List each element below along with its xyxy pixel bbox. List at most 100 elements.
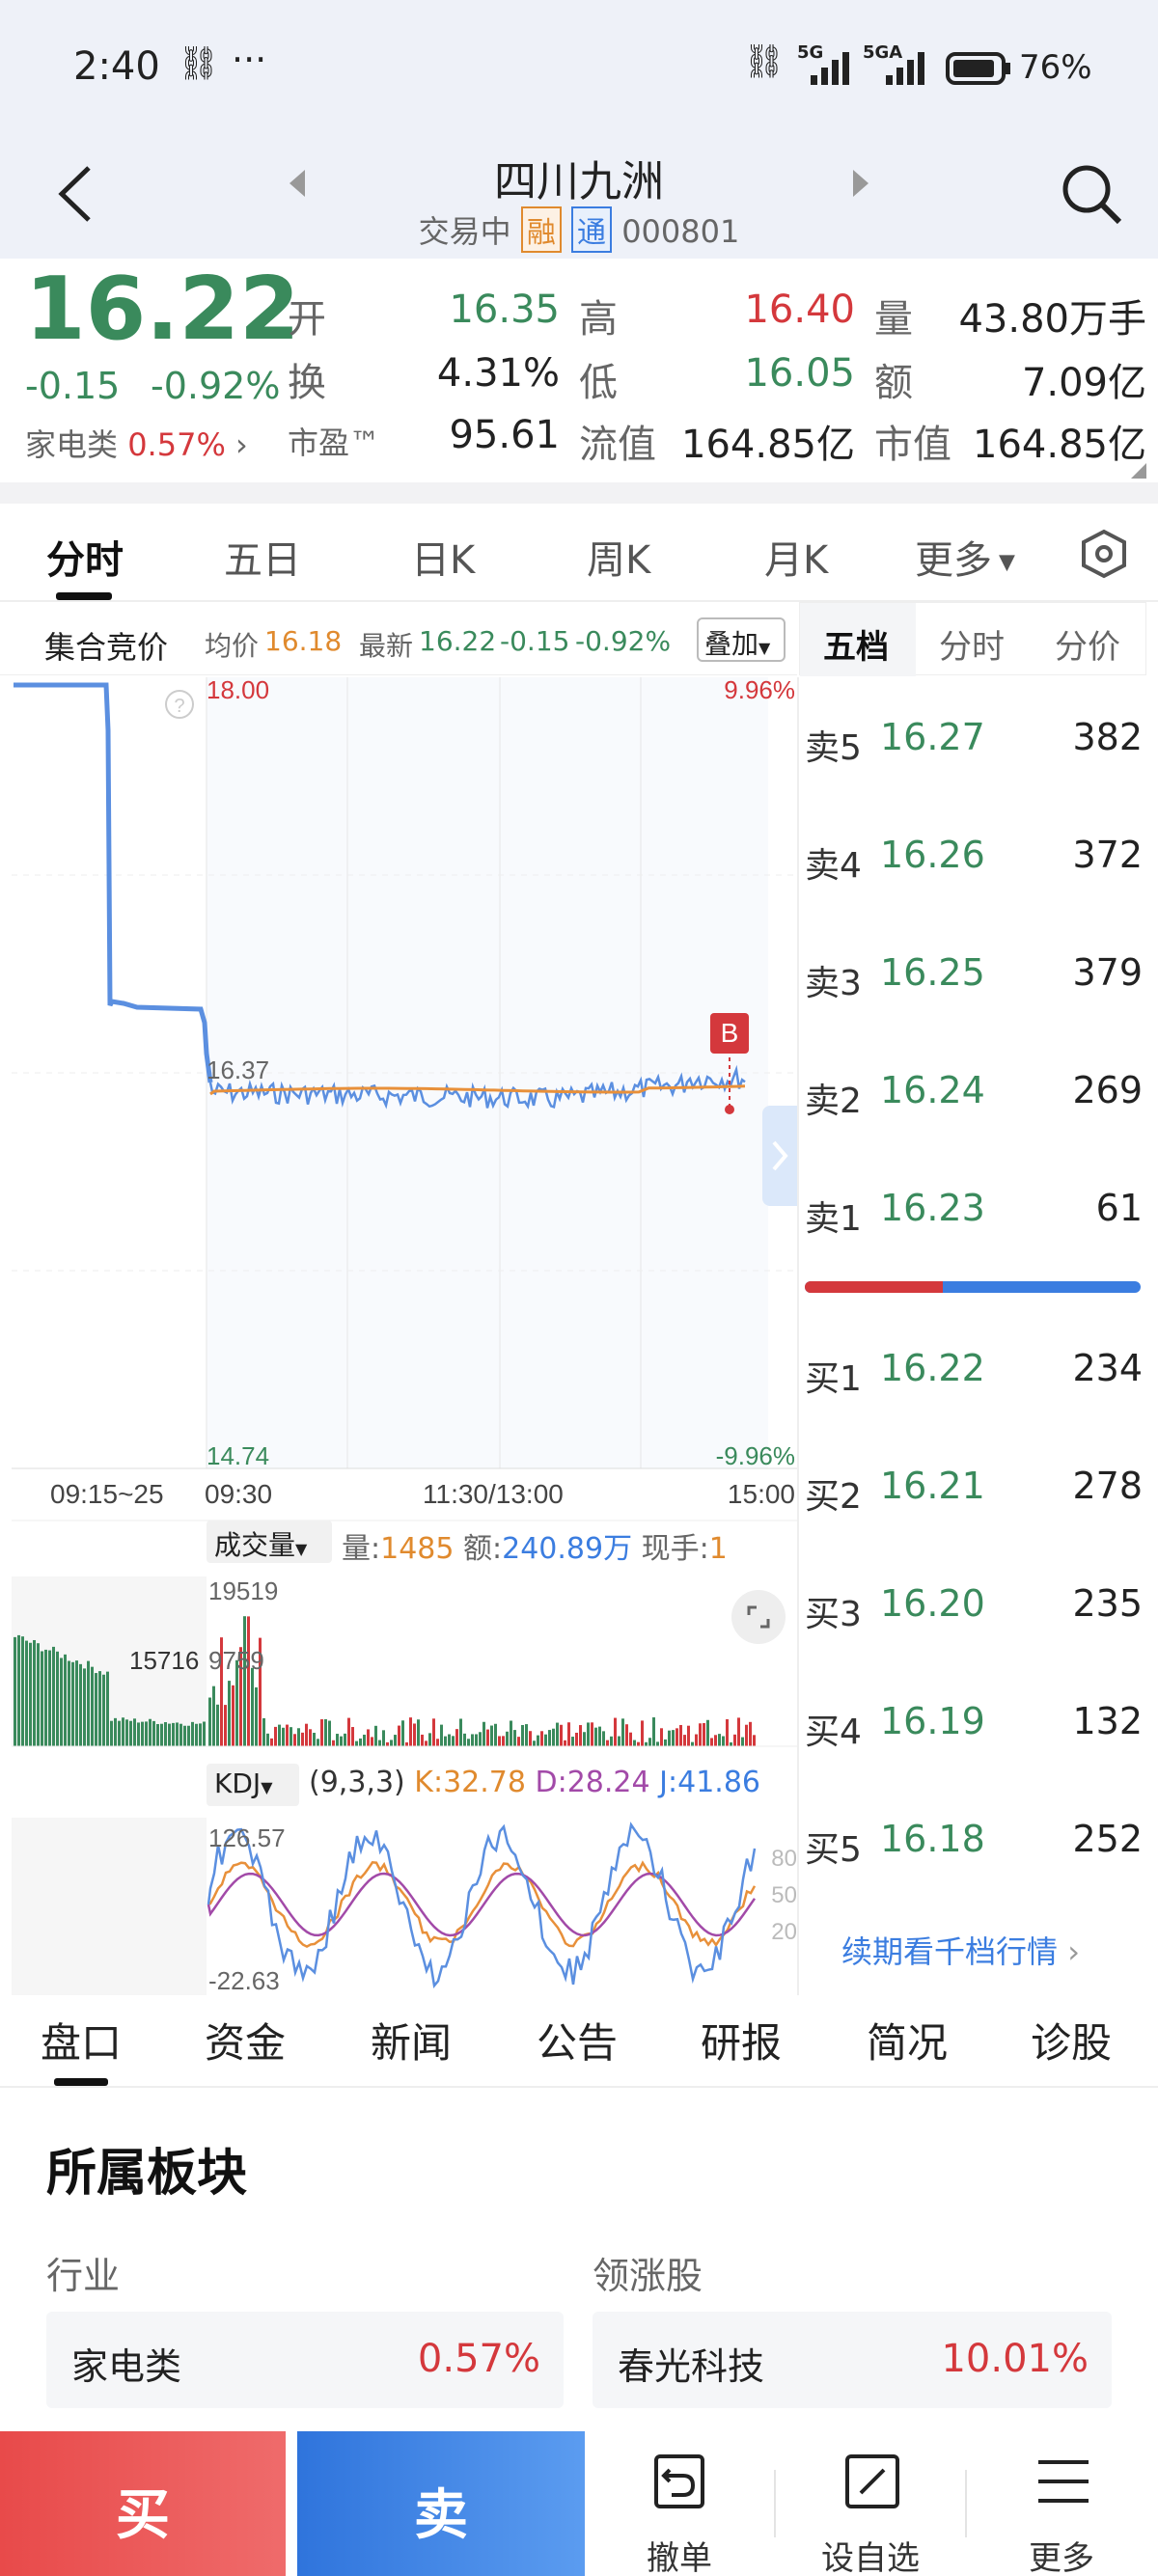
- back-icon[interactable]: [54, 164, 96, 224]
- ask-row-2: 卖2 16.24 269: [805, 1065, 1143, 1123]
- indicator-selector[interactable]: KDJ▼: [207, 1764, 299, 1806]
- sell-button[interactable]: 卖: [297, 2431, 585, 2576]
- bid-price: 16.21: [880, 1465, 985, 1507]
- volume-bar: [656, 1741, 659, 1746]
- cancel-order-button[interactable]: 撤单: [583, 2431, 776, 2576]
- thousand-levels-link[interactable]: 续期看千档行情 ›: [841, 1928, 1080, 1972]
- thousand-levels-label: 续期看千档行情: [841, 1933, 1059, 1970]
- volume-bar: [475, 1734, 478, 1746]
- volume-bar: [521, 1724, 524, 1746]
- avg-price-line: [209, 1084, 746, 1096]
- tab-announcements[interactable]: 公告: [537, 2019, 619, 2067]
- tab-intraday[interactable]: 分时: [46, 538, 124, 583]
- volume-chart: 19519 15716 9759: [12, 1576, 799, 1747]
- buy-button[interactable]: 买: [0, 2431, 286, 2576]
- volume-bar: [648, 1738, 651, 1746]
- volume-bar: [351, 1727, 354, 1746]
- stock-header: 四川九洲 交易中 融 通 000801: [0, 143, 1158, 259]
- volume-bar: [164, 1721, 167, 1746]
- volume-bar: [313, 1733, 316, 1746]
- volume-bar: [274, 1726, 277, 1746]
- volume-bar: [413, 1723, 416, 1746]
- volume-bar: [371, 1737, 373, 1746]
- search-icon[interactable]: [1060, 162, 1125, 228]
- volume-bar: [482, 1721, 485, 1746]
- ask-label: 卖2: [805, 1082, 862, 1121]
- tab-five-day[interactable]: 五日: [224, 538, 301, 583]
- volume-bar: [290, 1727, 292, 1746]
- divider: [774, 2470, 776, 2537]
- volume-bar: [560, 1724, 563, 1746]
- expand-corner-icon[interactable]: [1129, 461, 1148, 480]
- volume-bar: [52, 1646, 55, 1746]
- buy-marker-text: B: [721, 1018, 739, 1048]
- buy-marker-badge[interactable]: [710, 1013, 749, 1054]
- tab-capital[interactable]: 资金: [205, 2019, 287, 2067]
- help-icon[interactable]: [165, 690, 194, 719]
- intraday-chart[interactable]: B ? 18.00 9.96% 16.37 14.74 -9.96% 09:15…: [12, 677, 799, 1642]
- settings-hexagon-icon[interactable]: [1079, 529, 1129, 579]
- bid-row-1: 买1 16.22 234: [805, 1343, 1143, 1401]
- sector-section: 所属板块 行业 领涨股 家电类 0.57% 春光科技 10.01%: [0, 2088, 1158, 2431]
- tab-more-label: 更多: [915, 538, 992, 583]
- volume-bar: [293, 1734, 296, 1746]
- dropdown-icon: ▼: [295, 1540, 308, 1558]
- volume-bar: [17, 1634, 20, 1746]
- tab-diagnosis[interactable]: 诊股: [1031, 2019, 1113, 2067]
- kdj-bottom-value: -22.63: [208, 1966, 280, 1995]
- tab-five-levels[interactable]: 五档: [823, 628, 889, 667]
- volume-bar: [425, 1740, 427, 1746]
- tab-research[interactable]: 研报: [701, 2019, 783, 2067]
- volume-bar: [125, 1719, 128, 1746]
- amt-label: 额:: [463, 1532, 503, 1566]
- bid-price: 16.18: [880, 1818, 985, 1860]
- tab-handicap[interactable]: 盘口: [41, 2019, 123, 2067]
- tab-daily-k[interactable]: 日K: [411, 538, 476, 583]
- overlay-button[interactable]: 叠加▼: [697, 617, 786, 662]
- volume-bar: [386, 1741, 389, 1746]
- volume-bar: [102, 1674, 105, 1746]
- more-button[interactable]: 更多: [965, 2431, 1158, 2576]
- sector-link[interactable]: 家电类 0.57% ›: [25, 421, 248, 465]
- leader-card[interactable]: 春光科技 10.01%: [593, 2312, 1112, 2408]
- volume-bar: [544, 1734, 547, 1746]
- connect-badge: 通: [571, 206, 613, 253]
- volume-label: 量: [874, 297, 913, 342]
- volume-bar: [33, 1639, 36, 1746]
- latest-change: -0.15: [500, 625, 570, 657]
- tab-price-dist[interactable]: 分价: [1055, 628, 1120, 667]
- industry-card[interactable]: 家电类 0.57%: [46, 2312, 564, 2408]
- tab-ticks[interactable]: 分时: [939, 628, 1005, 667]
- volume-bar: [401, 1720, 404, 1746]
- volume-bar: [490, 1725, 493, 1746]
- low-label: 低: [579, 361, 618, 405]
- intraday-info-row: 集合竞价 均价 16.18 最新 16.22 -0.15 -0.92% 叠加▼: [0, 602, 797, 675]
- volume-bar: [676, 1728, 678, 1746]
- tab-more[interactable]: 更多 ▼: [915, 529, 1015, 585]
- volume-selector[interactable]: 成交量▼: [207, 1521, 332, 1563]
- tab-profile[interactable]: 简况: [867, 2019, 949, 2067]
- volume-bar: [733, 1734, 736, 1746]
- add-watchlist-button[interactable]: 设自选: [774, 2431, 967, 2576]
- tab-monthly-k[interactable]: 月K: [764, 538, 829, 583]
- ask-label: 卖5: [805, 728, 862, 768]
- expand-orderbook-toggle[interactable]: [762, 1106, 797, 1206]
- add-watchlist-label: 设自选: [821, 2539, 920, 2576]
- volume-bar: [106, 1671, 109, 1746]
- tab-weekly-k[interactable]: 周K: [587, 538, 651, 583]
- volume-bar: [262, 1717, 265, 1746]
- kdj-j-line: [207, 1822, 757, 1989]
- volume-bar: [278, 1724, 281, 1746]
- prev-stock-icon[interactable]: [286, 168, 309, 199]
- tab-news[interactable]: 新闻: [371, 2019, 453, 2067]
- volume-bar: [44, 1649, 47, 1746]
- fullscreen-icon[interactable]: [730, 1588, 787, 1646]
- bid-label: 买5: [805, 1830, 862, 1870]
- volume-bar: [301, 1732, 304, 1746]
- volume-bar: [502, 1736, 505, 1746]
- next-stock-icon[interactable]: [849, 168, 872, 199]
- divider: [0, 482, 1158, 504]
- indicator-selector-label: KDJ: [214, 1768, 262, 1799]
- volume-bar: [587, 1722, 590, 1746]
